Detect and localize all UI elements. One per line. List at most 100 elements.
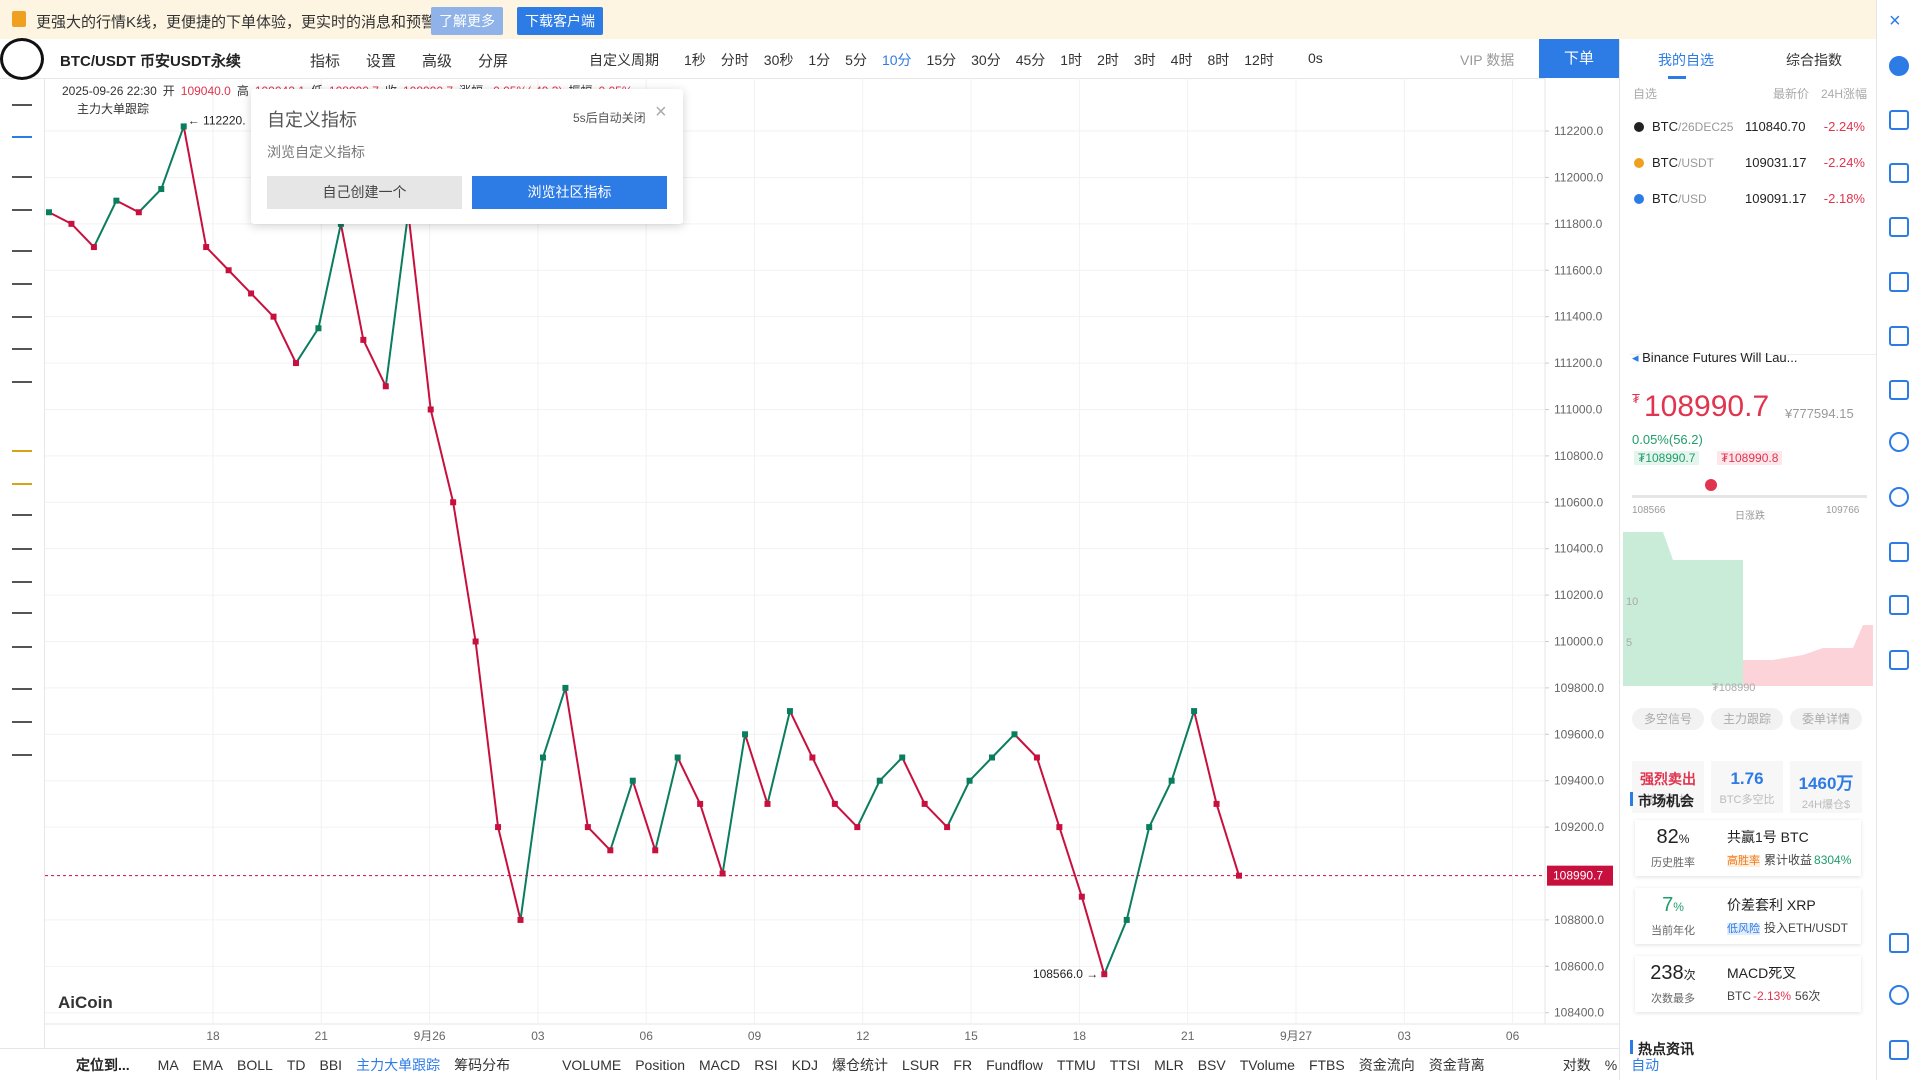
rail-icon[interactable] — [1889, 542, 1909, 562]
tab-watchlist[interactable]: 我的自选 — [1658, 52, 1714, 68]
sub-indicator[interactable]: LSUR — [902, 1057, 940, 1073]
percent-toggle[interactable]: % — [1604, 1057, 1618, 1073]
opportunity-card[interactable]: 82% 历史胜率 共赢1号 BTC 高胜率 累计收益 8304% — [1635, 820, 1861, 876]
tool-delete[interactable] — [12, 754, 32, 756]
tool-magnet-strong[interactable] — [12, 483, 32, 485]
tool-pattern[interactable] — [12, 381, 32, 383]
interval[interactable]: 分时 — [720, 52, 749, 68]
main-indicator[interactable]: MA — [157, 1057, 179, 1073]
main-indicator[interactable]: EMA — [192, 1057, 224, 1073]
rail-icon[interactable] — [1889, 432, 1909, 452]
sub-indicator[interactable]: 爆仓统计 — [832, 1057, 889, 1073]
interval[interactable]: 30分 — [971, 52, 1001, 68]
interval[interactable]: 15分 — [926, 52, 957, 68]
sub-indicator[interactable]: FR — [953, 1057, 973, 1073]
interval[interactable]: 1秒 — [684, 52, 706, 68]
rail-icon[interactable] — [1889, 272, 1909, 292]
download-button[interactable]: 下载客户端 — [517, 7, 603, 35]
browse-button[interactable]: 浏览社区指标 — [472, 176, 667, 209]
learn-more-button[interactable]: 了解更多 — [431, 7, 503, 35]
popup-close[interactable]: × — [655, 101, 667, 123]
interval[interactable]: 4时 — [1170, 52, 1193, 68]
main-indicator[interactable]: BOLL — [237, 1057, 273, 1073]
interval[interactable]: 1时 — [1060, 52, 1083, 68]
symbol[interactable]: BTC/USDT 币安USDT永续 — [60, 53, 241, 70]
sub-indicator[interactable]: TVolume — [1239, 1057, 1295, 1073]
rail-icon[interactable] — [1889, 933, 1909, 953]
rail-icon[interactable] — [1889, 217, 1909, 237]
sub-indicator[interactable]: TTSI — [1109, 1057, 1141, 1073]
interval[interactable]: 10分 — [881, 52, 912, 68]
main-indicator[interactable]: BBI — [319, 1057, 343, 1073]
logo[interactable] — [0, 38, 44, 80]
rail-icon[interactable] — [1889, 163, 1909, 183]
sub-indicator[interactable]: TTMU — [1056, 1057, 1096, 1073]
interval[interactable]: 45分 — [1015, 52, 1046, 68]
sub-indicator[interactable]: Fundflow — [986, 1057, 1043, 1073]
create-button[interactable]: 自己创建一个 — [267, 176, 462, 209]
tool-text[interactable] — [12, 176, 32, 178]
sub-indicator[interactable]: VOLUME — [562, 1057, 622, 1073]
rail-icon[interactable] — [1889, 326, 1909, 346]
tool-edit[interactable] — [12, 721, 32, 723]
rail-icon[interactable] — [1889, 56, 1909, 76]
tool-cursor[interactable] — [12, 104, 32, 106]
menu-item[interactable]: 高级 — [422, 53, 453, 70]
interval[interactable]: 8时 — [1207, 52, 1230, 68]
tool-brush[interactable] — [12, 209, 32, 211]
tool-indicator[interactable] — [12, 646, 32, 648]
rail-icon[interactable] — [1889, 595, 1909, 615]
watch-row[interactable]: BTC/26DEC25 110840.70 -2.24% — [1620, 116, 1877, 140]
rail-icon[interactable] — [1889, 110, 1909, 130]
rail-icon[interactable] — [1889, 1040, 1909, 1060]
sub-indicator[interactable]: 资金背离 — [1428, 1057, 1485, 1073]
tool-line[interactable] — [12, 250, 32, 252]
interval[interactable]: 5分 — [845, 52, 867, 68]
opportunity-card[interactable]: 238次 次数最多 MACD死叉 BTC -2.13% 56次 — [1635, 956, 1861, 1012]
watch-row[interactable]: BTC/USD 109091.17 -2.18% — [1620, 188, 1877, 212]
main-indicator[interactable]: 筹码分布 — [454, 1057, 511, 1073]
locate[interactable]: 定位到... — [76, 1057, 130, 1073]
auto-toggle[interactable]: 自动 — [1631, 1057, 1660, 1073]
tool-fib[interactable] — [12, 283, 32, 285]
sub-indicator[interactable]: 资金流向 — [1358, 1057, 1415, 1073]
tool-ruler[interactable] — [12, 514, 32, 516]
main-indicator[interactable]: 主力大单跟踪 — [356, 1057, 441, 1073]
news-ticker[interactable]: ◂ Binance Futures Will Lau... — [1632, 350, 1798, 365]
tab-index[interactable]: 综合指数 — [1786, 52, 1842, 68]
close-icon[interactable]: × — [1889, 10, 1901, 32]
menu-item[interactable]: 设置 — [366, 53, 397, 70]
vip-data[interactable]: VIP 数据 — [1460, 52, 1515, 68]
tool-template[interactable] — [12, 688, 32, 690]
interval[interactable]: 12时 — [1244, 52, 1274, 68]
interval[interactable]: 2时 — [1097, 52, 1119, 68]
interval[interactable]: 30秒 — [763, 52, 794, 68]
tool-shape[interactable] — [12, 316, 32, 318]
sub-indicator[interactable]: Position — [635, 1057, 686, 1073]
panel-button[interactable]: 主力跟踪 — [1711, 708, 1783, 730]
interval[interactable]: 1分 — [808, 52, 831, 68]
sub-indicator[interactable]: FTBS — [1308, 1057, 1345, 1073]
rail-icon[interactable] — [1889, 650, 1909, 670]
tool-channel[interactable] — [12, 348, 32, 350]
main-indicator[interactable]: TD — [286, 1057, 306, 1073]
tool-magnet[interactable] — [12, 450, 32, 452]
order-button[interactable]: 下单 — [1539, 39, 1619, 78]
interval[interactable]: 3时 — [1133, 52, 1156, 68]
sub-indicator[interactable]: BSV — [1197, 1057, 1226, 1073]
rail-icon[interactable] — [1889, 380, 1909, 400]
panel-button[interactable]: 委单详情 — [1790, 708, 1862, 730]
watch-row[interactable]: BTC/USDT 109031.17 -2.24% — [1620, 152, 1877, 176]
tool-filter[interactable] — [12, 612, 32, 614]
tool-lock[interactable] — [12, 581, 32, 583]
menu-item[interactable]: 指标 — [310, 53, 341, 70]
sub-indicator[interactable]: RSI — [754, 1057, 778, 1073]
tool-pen[interactable] — [12, 548, 32, 550]
opportunity-card[interactable]: 7% 当前年化 价差套利 XRP 低风险 投入ETH/USDT — [1635, 888, 1861, 944]
sub-indicator[interactable]: KDJ — [791, 1057, 819, 1073]
sub-indicator[interactable]: MACD — [699, 1057, 741, 1073]
custom-period[interactable]: 自定义周期 — [589, 52, 659, 68]
sub-indicator[interactable]: MLR — [1154, 1057, 1184, 1073]
panel-button[interactable]: 多空信号 — [1632, 708, 1704, 730]
rail-icon[interactable] — [1889, 985, 1909, 1005]
